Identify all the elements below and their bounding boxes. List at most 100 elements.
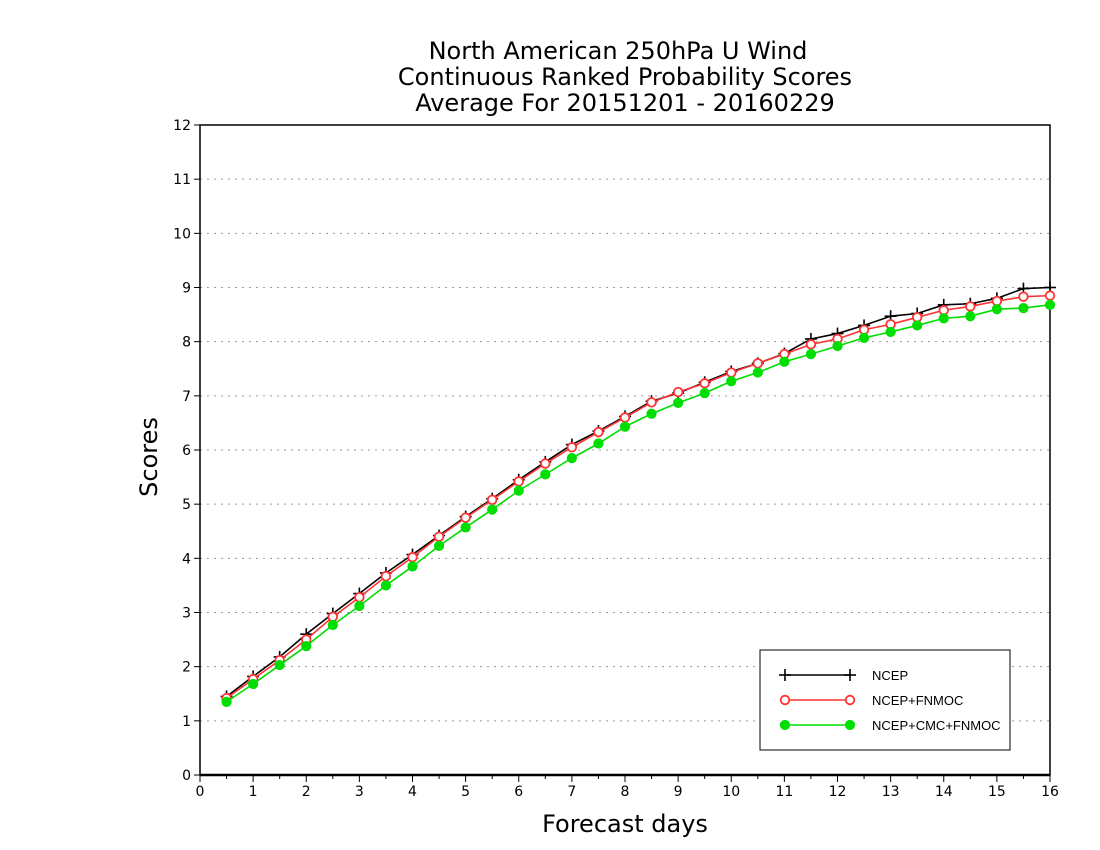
y-tick-label-12: 12 xyxy=(173,118,191,134)
y-tick-label-9: 9 xyxy=(182,281,191,297)
y-tick-label-3: 3 xyxy=(182,606,191,622)
series-2-point-31 xyxy=(1044,299,1056,310)
x-axis-label: Forecast days xyxy=(542,810,708,838)
series-1-point-26 xyxy=(911,312,923,323)
legend-label-1: NCEP+FNMOC xyxy=(872,693,963,708)
series-1-point-14 xyxy=(593,426,604,438)
x-tick-label-5: 5 xyxy=(461,784,470,800)
series-2-point-12 xyxy=(540,469,551,480)
series-2-point-19 xyxy=(726,376,737,387)
legend: NCEP NCEP+FNMOC NCEP+CMC+FNMOC xyxy=(759,649,1011,751)
series-2-point-23 xyxy=(832,340,843,352)
series-2-point-26 xyxy=(912,320,923,331)
series-2-point-7 xyxy=(407,561,418,572)
series-1-point-11 xyxy=(513,476,524,487)
series-2-point-8 xyxy=(433,540,445,551)
y-tick-label-6: 6 xyxy=(182,443,191,459)
series-1-point-20 xyxy=(752,358,764,369)
y-tick-label-10: 10 xyxy=(173,226,191,242)
y-tick-label-7: 7 xyxy=(182,389,191,405)
x-tick-label-14: 14 xyxy=(935,784,953,800)
x-tick-label-16: 16 xyxy=(1041,784,1059,800)
grid xyxy=(200,178,1050,722)
series-2-point-1 xyxy=(248,678,259,690)
series-1-point-5 xyxy=(354,592,365,603)
x-tick-label-4: 4 xyxy=(408,784,417,800)
series-2-point-14 xyxy=(593,438,604,449)
series-0 xyxy=(220,281,1056,703)
series-2-point-4 xyxy=(327,619,338,631)
title-line-1: North American 250hPa U Wind xyxy=(429,37,808,65)
series-2-point-22 xyxy=(805,349,817,360)
series-2-point-24 xyxy=(858,332,870,343)
legend-marker-a-0 xyxy=(779,669,791,681)
series-2-point-6 xyxy=(380,580,392,591)
series-1-point-8 xyxy=(433,531,445,542)
series-1-point-13 xyxy=(566,442,578,453)
x-tick-label-10: 10 xyxy=(722,784,740,800)
y-tick-label-1: 1 xyxy=(182,714,191,730)
y-tick-label-4: 4 xyxy=(182,551,191,567)
series-2-point-13 xyxy=(566,453,577,464)
x-tick-label-3: 3 xyxy=(355,784,364,800)
series-1-point-10 xyxy=(486,494,498,506)
x-tick-label-11: 11 xyxy=(775,784,793,800)
series-1-point-28 xyxy=(965,301,976,312)
y-axis-label: Scores xyxy=(135,417,163,497)
series-2-point-9 xyxy=(460,522,471,533)
series-line-0 xyxy=(226,286,1051,698)
chart-title: North American 250hPa U Wind Continuous … xyxy=(398,37,852,117)
series-1-point-6 xyxy=(380,571,392,582)
legend-marker-b-2 xyxy=(844,719,856,731)
series-2-point-17 xyxy=(673,397,684,408)
series-2-point-30 xyxy=(1018,302,1029,314)
series-2-point-18 xyxy=(699,388,710,399)
legend-marker-a-2 xyxy=(779,719,791,731)
series-lines xyxy=(220,281,1056,707)
series-1-point-19 xyxy=(726,367,737,378)
x-tick-label-2: 2 xyxy=(302,784,311,800)
series-1-point-12 xyxy=(540,458,551,469)
series-2-point-3 xyxy=(301,640,312,652)
x-tick-label-12: 12 xyxy=(829,784,847,800)
series-2-point-2 xyxy=(274,659,285,671)
series-2-point-20 xyxy=(752,367,763,378)
legend-label-0: NCEP xyxy=(872,668,908,683)
series-2-point-16 xyxy=(646,408,657,419)
y-tick-label-8: 8 xyxy=(182,335,191,351)
series-2-point-11 xyxy=(513,485,524,496)
series-2-point-28 xyxy=(965,311,976,322)
series-line-2 xyxy=(226,304,1051,703)
y-tick-label-5: 5 xyxy=(182,497,191,513)
title-line-3: Average For 20151201 - 20160229 xyxy=(415,89,835,117)
series-1-point-9 xyxy=(460,512,471,523)
title-line-2: Continuous Ranked Probability Scores xyxy=(398,63,852,91)
series-1-point-15 xyxy=(619,412,631,423)
series-1-point-30 xyxy=(1018,291,1029,302)
series-2-point-5 xyxy=(354,600,365,612)
x-tick-label-1: 1 xyxy=(249,784,258,800)
series-2 xyxy=(221,299,1056,707)
series-1-point-7 xyxy=(407,552,418,563)
x-tick-label-6: 6 xyxy=(514,784,523,800)
series-2-point-10 xyxy=(487,504,498,515)
y-tick-label-0: 0 xyxy=(182,768,191,784)
x-tick-label-0: 0 xyxy=(196,784,205,800)
x-tick-label-15: 15 xyxy=(988,784,1006,800)
series-2-point-27 xyxy=(938,313,949,324)
series-1-point-4 xyxy=(327,611,339,623)
series-2-point-0 xyxy=(221,696,232,707)
y-tick-label-2: 2 xyxy=(182,660,191,676)
legend-marker-b-0 xyxy=(844,669,856,681)
series-1-point-22 xyxy=(805,339,817,350)
series-2-point-15 xyxy=(619,421,631,432)
series-2-point-21 xyxy=(779,356,790,367)
series-1-point-31 xyxy=(1044,290,1056,301)
series-2-point-29 xyxy=(991,304,1002,315)
series-1-point-18 xyxy=(699,378,710,389)
legend-label-2: NCEP+CMC+FNMOC xyxy=(872,718,1001,733)
x-tick-label-7: 7 xyxy=(567,784,576,800)
x-tick-label-9: 9 xyxy=(674,784,683,800)
